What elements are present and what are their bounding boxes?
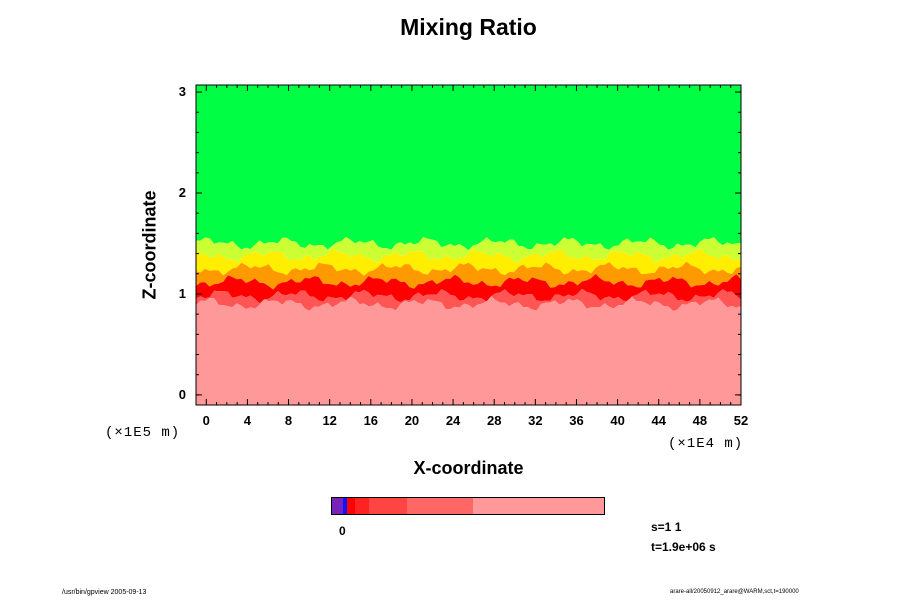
colorbar [331,497,605,515]
layer-transition-yellow-green [196,236,741,264]
colorbar-segment [407,498,473,514]
layer-transition-red [196,274,741,304]
y-scale-label: (×1E5 m) [105,425,181,441]
x-tick-label: 36 [569,413,584,428]
layer-transition-light-red [196,288,741,311]
x-tick-label: 52 [733,413,749,428]
layer-transition-orange [196,261,741,290]
info-time: t=1.9e+06 s [651,540,716,554]
x-tick-label: 0 [202,413,210,428]
colorbar-segment [368,498,408,514]
colorbar-segment [347,498,356,514]
x-tick-label: 24 [445,413,461,428]
x-tick-label: 28 [486,413,502,428]
y-tick-label: 2 [178,185,186,200]
footer-right: arare-all/20050912_arare@WARM,sct,t=1900… [670,589,799,595]
y-tick-label: 3 [178,84,186,100]
x-tick-label: 16 [363,413,379,428]
y-tick-label: 0 [178,386,186,402]
layer-transition-yellow [196,247,741,276]
layer-lower [196,296,741,405]
plot-frame [195,84,742,406]
colorbar-segment [342,498,348,514]
colorbar-segment [355,498,369,514]
x-tick-label: 20 [404,413,420,428]
chart-title: Mixing Ratio [400,14,537,40]
x-axis-label: X-coordinate [413,458,524,478]
x-tick-label: 32 [528,413,543,428]
info-s: s=1 1 [651,520,682,534]
colorbar-segment [332,498,343,514]
x-tick-label: 48 [692,413,708,428]
x-tick-label: 40 [610,413,625,428]
x-tick-label: 4 [243,413,252,428]
x-tick-label: 12 [322,413,337,428]
colorbar-label: 0 [339,524,346,538]
layer-upper [196,85,741,251]
x-scale-label: (×1E4 m) [668,436,744,452]
x-tick-label: 8 [284,413,293,428]
x-tick-label: 44 [651,413,666,428]
y-tick-label: 1 [178,285,186,301]
colorbar-segment [472,498,604,514]
footer-left: /usr/bin/gpview 2005-09-13 [62,589,147,596]
